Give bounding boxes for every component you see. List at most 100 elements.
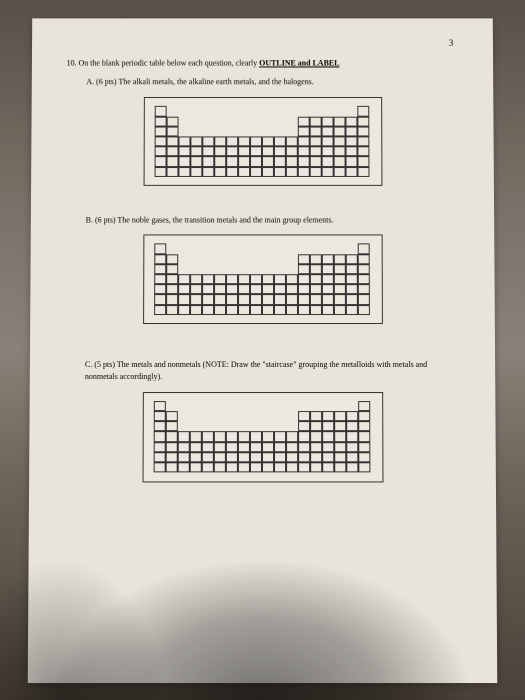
periodic-cell — [298, 431, 310, 441]
periodic-cell — [189, 442, 201, 452]
periodic-cell — [298, 421, 310, 431]
periodic-cell — [154, 157, 166, 167]
periodic-cell — [297, 116, 309, 126]
periodic-cell — [322, 431, 334, 441]
periodic-cell — [309, 146, 321, 156]
periodic-cell — [358, 401, 370, 411]
periodic-cell — [249, 452, 261, 462]
periodic-cell — [178, 146, 190, 156]
periodic-cell — [214, 274, 226, 284]
periodic-cell — [154, 116, 166, 126]
periodic-cell — [310, 421, 322, 431]
periodic-cell — [214, 167, 226, 177]
periodic-cell — [297, 254, 309, 264]
periodic-cell — [166, 294, 178, 304]
periodic-cell — [154, 294, 166, 304]
periodic-cell — [357, 274, 369, 284]
periodic-cell — [177, 442, 189, 452]
periodic-cell — [262, 284, 274, 294]
periodic-cell — [273, 136, 285, 146]
periodic-cell — [321, 284, 333, 294]
periodic-cell — [298, 452, 310, 462]
periodic-cell — [166, 274, 178, 284]
periodic-cell — [333, 116, 345, 126]
periodic-cell — [286, 452, 298, 462]
periodic-cell — [154, 305, 166, 315]
periodic-cell — [333, 294, 345, 304]
periodic-cell — [358, 411, 370, 421]
periodic-cell — [322, 411, 334, 421]
periodic-cell — [238, 305, 250, 315]
periodic-cell — [286, 462, 298, 472]
periodic-cell — [309, 305, 321, 315]
periodic-cell — [202, 167, 214, 177]
periodic-cell — [346, 452, 358, 462]
periodic-cell — [322, 442, 334, 452]
sub-question-a: A. (6 pts) The alkali metals, the alkali… — [86, 77, 458, 88]
periodic-cell — [297, 284, 309, 294]
periodic-cell — [225, 452, 237, 462]
periodic-cell — [358, 462, 370, 472]
periodic-cell — [225, 442, 237, 452]
periodic-cell — [310, 452, 322, 462]
periodic-cell — [321, 157, 333, 167]
periodic-cell — [226, 157, 238, 167]
periodic-cell — [250, 167, 262, 177]
periodic-cell — [165, 411, 177, 421]
periodic-cell — [309, 157, 321, 167]
periodic-cell — [214, 146, 226, 156]
periodic-cell — [358, 452, 370, 462]
periodic-cell — [153, 431, 165, 441]
periodic-cell — [154, 274, 166, 284]
periodic-cell — [166, 146, 178, 156]
periodic-cell — [238, 294, 250, 304]
periodic-cell — [333, 305, 345, 315]
periodic-table-a-container — [143, 97, 382, 186]
periodic-cell — [310, 442, 322, 452]
periodic-cell — [166, 167, 178, 177]
periodic-cell — [166, 116, 178, 126]
periodic-cell — [333, 264, 345, 274]
periodic-cell — [310, 431, 322, 441]
periodic-cell — [250, 157, 262, 167]
periodic-cell — [177, 462, 189, 472]
periodic-cell — [201, 462, 213, 472]
periodic-cell — [189, 462, 201, 472]
periodic-cell — [309, 136, 321, 146]
periodic-cell — [298, 411, 310, 421]
periodic-cell — [153, 452, 165, 462]
periodic-cell — [273, 146, 285, 156]
periodic-cell — [189, 452, 201, 462]
periodic-cell — [189, 431, 201, 441]
periodic-cell — [357, 116, 369, 126]
periodic-cell — [165, 442, 177, 452]
periodic-cell — [358, 421, 370, 431]
part-a-text: The alkali metals, the alkaline earth me… — [118, 77, 313, 86]
periodic-cell — [238, 167, 250, 177]
periodic-cell — [202, 284, 214, 294]
periodic-cell — [333, 136, 345, 146]
periodic-cell — [250, 274, 262, 284]
periodic-cell — [273, 284, 285, 294]
periodic-cell — [202, 146, 214, 156]
periodic-cell — [297, 167, 309, 177]
periodic-cell — [298, 442, 310, 452]
worksheet-paper: 3 10. On the blank periodic table below … — [28, 18, 498, 683]
periodic-cell — [286, 431, 298, 441]
periodic-cell — [346, 462, 358, 472]
periodic-cell — [321, 254, 333, 264]
periodic-cell — [274, 431, 286, 441]
periodic-cell — [226, 284, 238, 294]
periodic-cell — [214, 305, 226, 315]
periodic-cell — [345, 305, 357, 315]
periodic-cell — [333, 254, 345, 264]
periodic-cell — [310, 411, 322, 421]
periodic-cell — [238, 157, 250, 167]
periodic-cell — [345, 126, 357, 136]
periodic-cell — [321, 126, 333, 136]
periodic-cell — [334, 462, 346, 472]
periodic-cell — [345, 116, 357, 126]
periodic-cell — [202, 305, 214, 315]
question-number: 10. — [67, 59, 77, 68]
periodic-cell — [321, 136, 333, 146]
